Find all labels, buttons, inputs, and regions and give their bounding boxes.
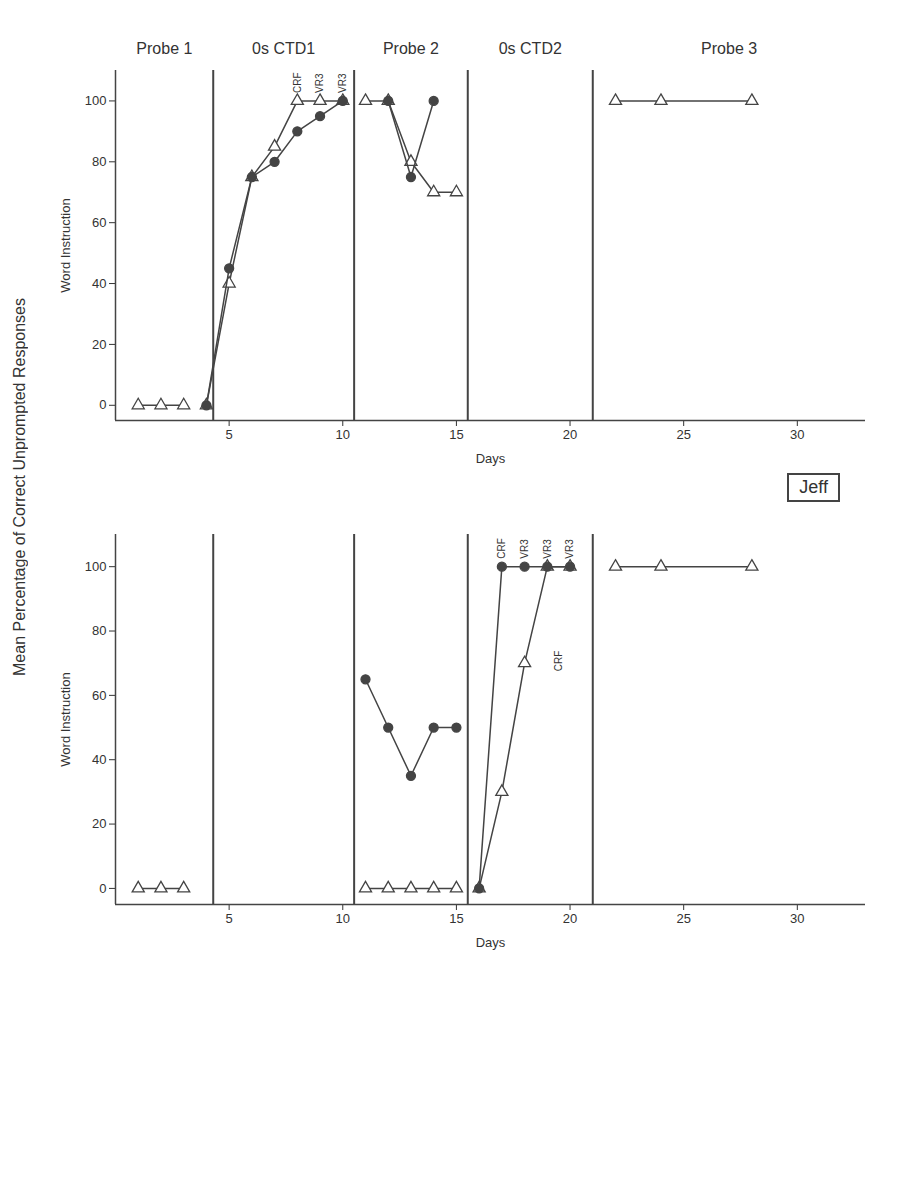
svg-text:Word Instruction: Word Instruction	[58, 672, 73, 766]
svg-text:VR3: VR3	[519, 539, 530, 559]
svg-text:Probe 3: Probe 3	[701, 40, 757, 57]
svg-text:5: 5	[226, 911, 233, 926]
svg-text:VR3: VR3	[542, 539, 553, 559]
svg-text:100: 100	[85, 93, 107, 108]
html-text:Jeff: Jeff	[799, 476, 828, 497]
svg-text:Probe 1: Probe 1	[136, 40, 192, 57]
svg-text:10: 10	[336, 911, 350, 926]
svg-text:15: 15	[449, 427, 463, 442]
svg-text:40: 40	[92, 752, 106, 767]
svg-text:0s CTD1: 0s CTD1	[252, 40, 315, 57]
svg-text:CRF: CRF	[553, 651, 564, 672]
svg-text:20: 20	[92, 337, 106, 352]
svg-text:20: 20	[92, 816, 106, 831]
svg-text:80: 80	[92, 154, 106, 169]
svg-text:60: 60	[92, 215, 106, 230]
svg-text:60: 60	[92, 688, 106, 703]
svg-text:10: 10	[336, 427, 350, 442]
svg-text:20: 20	[563, 427, 577, 442]
svg-text:15: 15	[449, 911, 463, 926]
svg-text:Word Instruction: Word Instruction	[58, 198, 73, 292]
svg-text:30: 30	[790, 427, 804, 442]
svg-text:0s CTD2: 0s CTD2	[499, 40, 562, 57]
svg-text:VR3: VR3	[564, 539, 575, 559]
svg-text:VR3: VR3	[314, 73, 325, 93]
svg-text:30: 30	[790, 911, 804, 926]
svg-text:100: 100	[85, 559, 107, 574]
svg-text:25: 25	[676, 427, 690, 442]
svg-text:Days: Days	[476, 935, 506, 950]
svg-text:20: 20	[563, 911, 577, 926]
svg-text:Days: Days	[476, 451, 506, 466]
svg-text:25: 25	[676, 911, 690, 926]
svg-text:CRF: CRF	[292, 72, 303, 93]
svg-text:40: 40	[92, 276, 106, 291]
svg-text:Probe 2: Probe 2	[383, 40, 439, 57]
html-text:Mean Percentage of Correct Unp: Mean Percentage of Correct Unprompted Re…	[11, 298, 28, 676]
svg-text:5: 5	[226, 427, 233, 442]
svg-text:80: 80	[92, 623, 106, 638]
svg-text:0: 0	[99, 397, 106, 412]
svg-text:0: 0	[99, 881, 106, 896]
svg-text:CRF: CRF	[496, 538, 507, 559]
svg-text:VR3: VR3	[337, 73, 348, 93]
